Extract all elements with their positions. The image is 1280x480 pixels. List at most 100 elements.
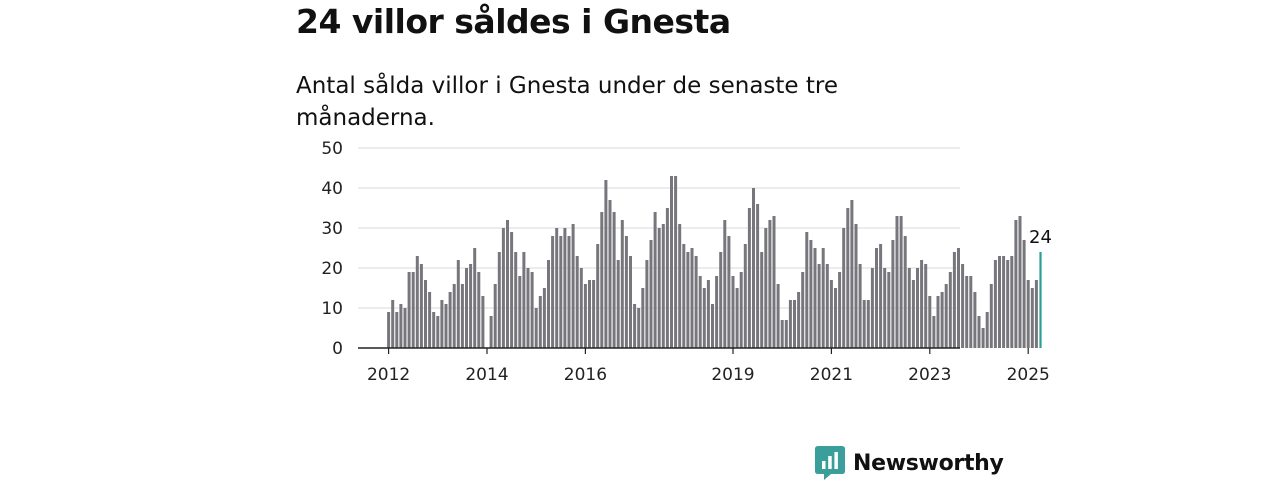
bar bbox=[1030, 288, 1034, 348]
y-tick-label: 20 bbox=[321, 259, 343, 279]
bar bbox=[809, 240, 813, 348]
bars: 24 bbox=[387, 176, 1052, 348]
bar bbox=[879, 244, 883, 348]
bar bbox=[957, 248, 960, 348]
bar bbox=[719, 252, 723, 348]
bar bbox=[465, 268, 468, 348]
bar bbox=[514, 252, 518, 348]
bar bbox=[989, 284, 993, 348]
bar bbox=[567, 236, 571, 348]
bar bbox=[641, 288, 645, 348]
x-tick-label: 2023 bbox=[908, 365, 951, 385]
bar bbox=[473, 248, 477, 348]
bar bbox=[534, 308, 538, 348]
bar bbox=[727, 236, 731, 348]
y-tick-label: 50 bbox=[321, 139, 343, 159]
bar bbox=[907, 268, 911, 348]
bar bbox=[1018, 216, 1022, 348]
x-tick-label: 2012 bbox=[367, 365, 410, 385]
bar bbox=[551, 236, 555, 348]
bar bbox=[948, 272, 952, 348]
bar bbox=[501, 228, 505, 348]
chart-title: 24 villor såldes i Gnesta bbox=[296, 2, 731, 41]
bar bbox=[973, 292, 977, 348]
bar bbox=[793, 300, 796, 348]
bar bbox=[616, 260, 620, 348]
bar bbox=[436, 316, 440, 348]
bar bbox=[965, 276, 969, 348]
bar bbox=[854, 224, 858, 348]
y-tick-label: 0 bbox=[332, 339, 343, 359]
bar bbox=[846, 208, 850, 348]
bar bbox=[403, 308, 407, 348]
bar bbox=[452, 284, 456, 348]
bar bbox=[493, 284, 497, 348]
bar bbox=[411, 272, 415, 348]
bar bbox=[583, 284, 587, 348]
bar bbox=[985, 312, 989, 348]
bar bbox=[661, 224, 665, 348]
bar bbox=[858, 264, 862, 348]
bar bbox=[715, 276, 719, 348]
bar bbox=[834, 288, 837, 348]
bar bbox=[780, 320, 784, 348]
x-tick-label: 2021 bbox=[810, 365, 853, 385]
bar bbox=[477, 272, 481, 348]
bar bbox=[387, 312, 391, 348]
bar bbox=[424, 280, 427, 348]
bar bbox=[977, 316, 981, 348]
bar bbox=[735, 288, 739, 348]
bar bbox=[883, 268, 887, 348]
bar bbox=[460, 284, 464, 348]
bar bbox=[899, 216, 903, 348]
bar bbox=[911, 280, 915, 348]
bar bbox=[711, 304, 714, 348]
bar bbox=[784, 320, 788, 348]
bar bbox=[936, 296, 940, 348]
bar bbox=[698, 276, 702, 348]
x-tick-label: 2019 bbox=[711, 365, 754, 385]
bar bbox=[760, 252, 764, 348]
bar bbox=[903, 236, 907, 348]
bar bbox=[920, 260, 924, 348]
bar bbox=[575, 256, 579, 348]
bar bbox=[842, 228, 846, 348]
bar bbox=[440, 300, 444, 348]
bar bbox=[694, 256, 698, 348]
bar bbox=[526, 268, 530, 348]
y-tick-label: 40 bbox=[321, 179, 343, 199]
bar bbox=[875, 248, 878, 348]
bar bbox=[813, 248, 817, 348]
bar bbox=[747, 208, 751, 348]
bar bbox=[1034, 280, 1038, 348]
bar bbox=[743, 244, 747, 348]
bar bbox=[776, 284, 780, 348]
bar bbox=[895, 216, 899, 348]
bar bbox=[612, 212, 616, 348]
bar bbox=[1026, 280, 1030, 348]
bar bbox=[702, 288, 706, 348]
bar bbox=[395, 312, 399, 348]
bar bbox=[772, 216, 776, 348]
bar bbox=[838, 272, 842, 348]
bar bbox=[850, 200, 854, 348]
bar bbox=[665, 208, 669, 348]
bar bbox=[1002, 256, 1006, 348]
bar bbox=[969, 276, 973, 348]
bar bbox=[506, 220, 509, 348]
bar bbox=[653, 212, 657, 348]
bar bbox=[817, 264, 821, 348]
brand-name: Newsworthy bbox=[853, 450, 1004, 476]
x-tick-label: 2025 bbox=[1007, 365, 1050, 385]
bar bbox=[690, 248, 694, 348]
bar bbox=[678, 224, 682, 348]
y-axis-labels: 0 10 20 30 40 50 bbox=[321, 139, 343, 359]
bar bbox=[1022, 240, 1026, 348]
bar bbox=[924, 264, 928, 348]
bar bbox=[456, 260, 460, 348]
brand-logo[interactable]: Newsworthy bbox=[815, 446, 1004, 480]
bar bbox=[407, 272, 411, 348]
bar bbox=[444, 304, 448, 348]
bar bbox=[862, 300, 866, 348]
y-tick-label: 10 bbox=[321, 299, 343, 319]
